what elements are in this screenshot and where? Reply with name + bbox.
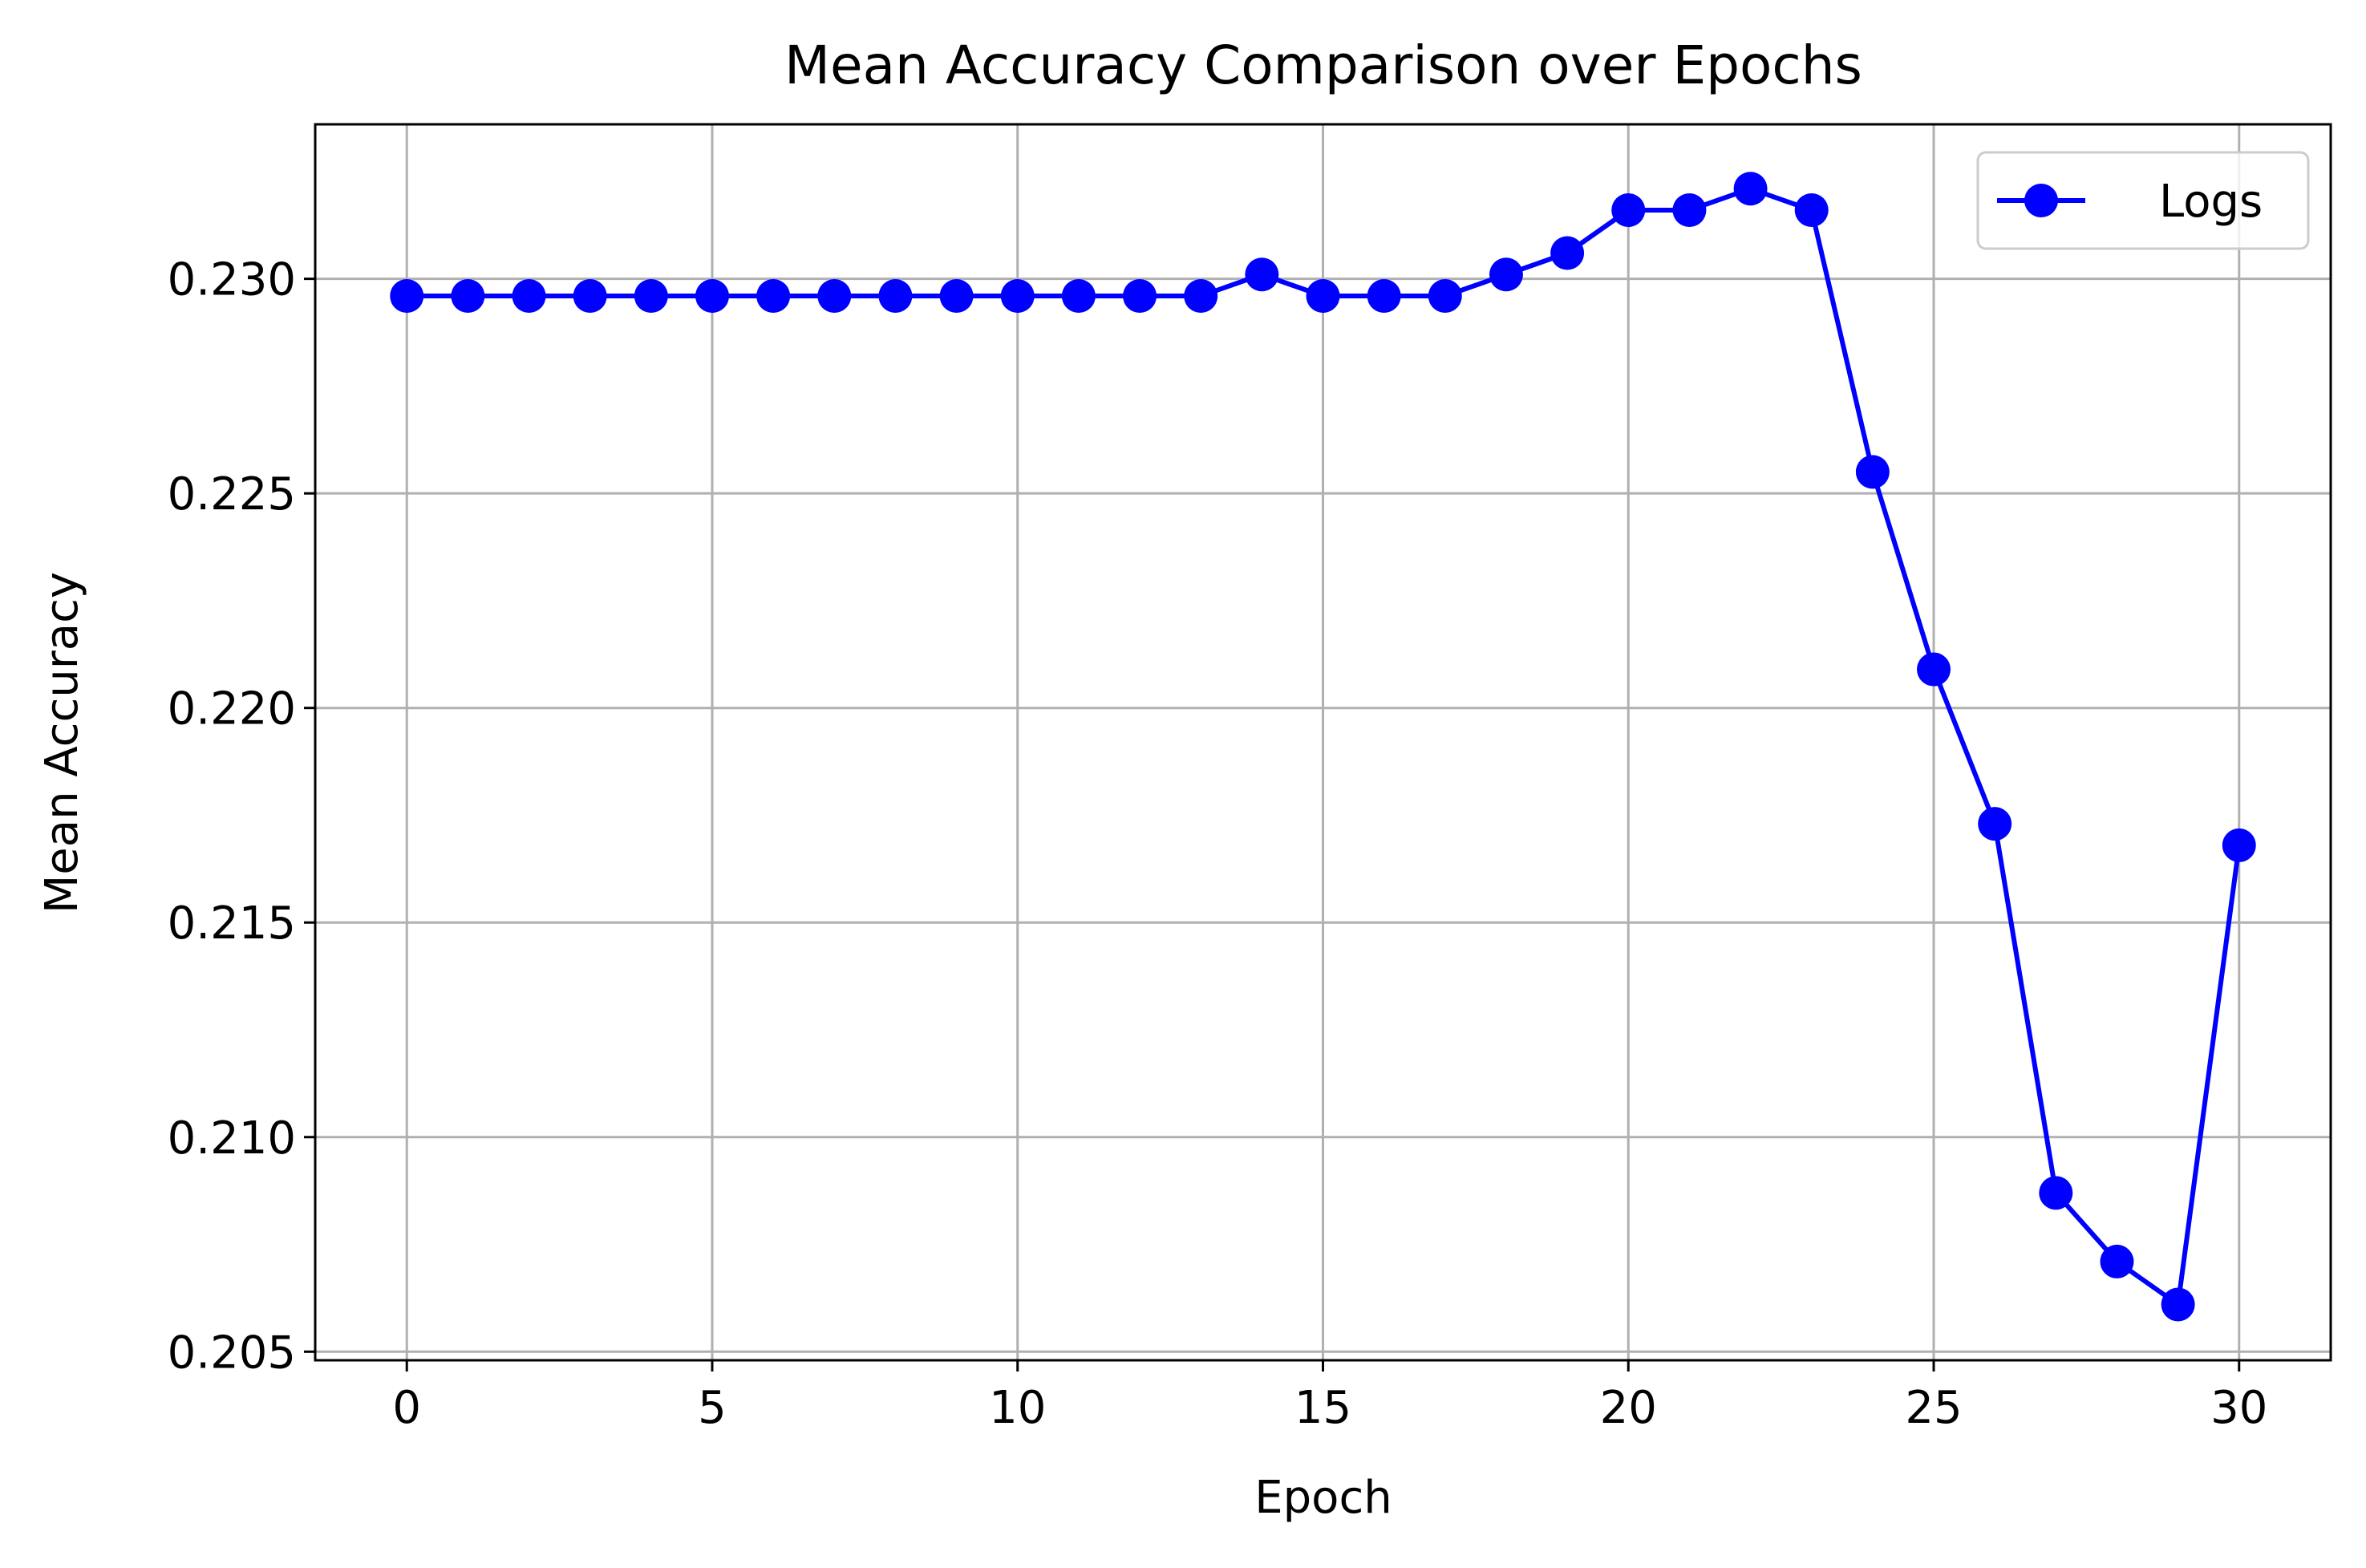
x-tick-label: 20 xyxy=(1600,1382,1657,1434)
data-point-logs xyxy=(1123,279,1157,314)
legend-label-logs: Logs xyxy=(2159,176,2263,228)
y-axis-label: Mean Accuracy xyxy=(36,572,88,914)
data-point-logs xyxy=(2100,1244,2134,1278)
data-point-logs xyxy=(390,279,424,314)
data-point-logs xyxy=(512,279,546,314)
data-point-logs xyxy=(2039,1176,2073,1210)
legend-marker-logs xyxy=(2024,184,2058,217)
y-tick-label: 0.205 xyxy=(168,1327,296,1379)
legend-box xyxy=(1976,151,2310,250)
data-point-logs xyxy=(1489,257,1523,292)
x-tick-label: 30 xyxy=(2210,1382,2267,1434)
x-tick-label: 15 xyxy=(1294,1382,1351,1434)
data-point-logs xyxy=(1184,279,1218,314)
y-tick-label: 0.210 xyxy=(168,1112,296,1165)
data-point-logs xyxy=(1367,279,1401,314)
data-point-logs xyxy=(634,279,668,314)
data-point-logs xyxy=(878,279,913,314)
data-point-logs xyxy=(1855,455,1890,489)
data-point-logs xyxy=(1000,279,1035,314)
x-tick-label: 10 xyxy=(989,1382,1046,1434)
data-point-logs xyxy=(2222,828,2256,862)
data-point-logs xyxy=(1550,236,1585,270)
y-tick-label: 0.230 xyxy=(168,254,296,306)
data-point-logs xyxy=(695,279,729,314)
data-point-logs xyxy=(1794,193,1829,228)
chart-title: Mean Accuracy Comparison over Epochs xyxy=(784,34,1862,96)
data-point-logs xyxy=(1733,172,1768,206)
data-point-logs xyxy=(1061,279,1096,314)
series-layer xyxy=(390,172,2256,1322)
data-point-logs xyxy=(1245,257,1279,292)
data-point-logs xyxy=(1611,193,1646,228)
y-tick-label: 0.215 xyxy=(168,897,296,950)
x-axis: 0 5 10 15 20 25 30 xyxy=(392,1360,2267,1434)
data-point-logs xyxy=(1978,807,2012,841)
x-tick-label: 0 xyxy=(392,1382,421,1434)
x-tick-label: 25 xyxy=(1905,1382,1962,1434)
x-axis-label: Epoch xyxy=(1254,1472,1392,1524)
legend: Logs xyxy=(1976,151,2310,250)
x-tick-label: 5 xyxy=(698,1382,727,1434)
y-axis: 0.205 0.210 0.215 0.220 0.225 0.230 xyxy=(168,254,315,1379)
data-point-logs xyxy=(1428,279,1462,314)
y-tick-label: 0.220 xyxy=(168,683,296,735)
y-tick-label: 0.225 xyxy=(168,468,296,521)
data-point-logs xyxy=(1917,652,1951,687)
data-point-logs xyxy=(451,279,485,314)
data-point-logs xyxy=(1306,279,1340,314)
data-point-logs xyxy=(1672,193,1707,228)
data-point-logs xyxy=(2161,1287,2195,1322)
data-point-logs xyxy=(573,279,607,314)
grid xyxy=(315,124,2331,1360)
data-point-logs xyxy=(817,279,852,314)
data-point-logs xyxy=(939,279,974,314)
data-point-logs xyxy=(756,279,791,314)
